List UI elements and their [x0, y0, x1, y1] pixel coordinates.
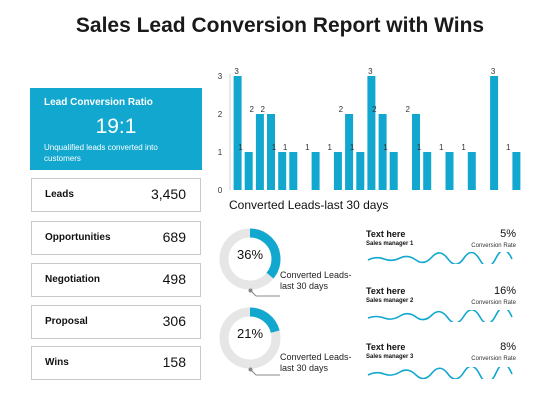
page-title: Sales Lead Conversion Report with Wins [75, 14, 485, 37]
lead-conversion-ratio-card: Lead Conversion Ratio 19:1 Unqualified l… [30, 88, 202, 170]
bar [289, 152, 298, 190]
bar-data-label: 1 [283, 143, 288, 152]
bar [333, 152, 342, 190]
metric-label: Opportunities [45, 232, 111, 243]
sales-manager-name: Sales manager 3 [366, 354, 414, 360]
y-tick-label: 2 [218, 110, 223, 119]
bar [367, 76, 376, 190]
bar-data-label: 1 [272, 143, 277, 152]
metric-label: Wins [45, 357, 69, 368]
sales-manager-heading: Text here [366, 229, 406, 239]
conversion-rate-label: Conversion Rate [471, 356, 516, 362]
metric-label: Negotiation [45, 274, 100, 285]
bar-data-label: 1 [238, 143, 243, 152]
bar-data-label: 3 [368, 67, 373, 76]
sales-manager-name: Sales manager 1 [366, 241, 414, 247]
donut-percent: 36% [236, 247, 264, 262]
bar [278, 152, 287, 190]
bar-data-label: 3 [491, 67, 496, 76]
metric-value: 158 [162, 354, 186, 370]
conversion-rate-value: 5% [500, 228, 516, 240]
bar [345, 114, 354, 190]
conversion-rate-label: Conversion Rate [471, 300, 516, 306]
y-tick-label: 1 [218, 148, 223, 157]
bar-data-label: 1 [506, 143, 511, 152]
bar-data-label: 2 [249, 105, 254, 114]
bar-chart-title: Converted Leads-last 30 days [229, 198, 389, 212]
metric-card-opportunities: Opportunities 689 [31, 221, 201, 255]
bar [423, 152, 432, 190]
y-tick-label: 3 [218, 72, 223, 81]
bar [311, 152, 320, 190]
bar [412, 114, 420, 190]
ratio-description: Unqualified leads converted into custome… [44, 143, 158, 163]
ratio-value: 19:1 [95, 115, 137, 138]
donut-fill [219, 228, 281, 290]
metric-card-wins: Wins 158 [31, 346, 201, 380]
donut-leader-line [248, 288, 280, 297]
conversion-rate-value: 16% [493, 285, 516, 297]
bar-data-label: 2 [261, 105, 266, 114]
bar-data-label: 1 [417, 143, 422, 152]
donut-fill [219, 307, 281, 369]
sparkline-3 [367, 367, 513, 379]
bar-data-label: 1 [350, 143, 355, 152]
bar [244, 152, 253, 190]
bar-data-label: 1 [305, 143, 310, 152]
donut-leader-line [248, 367, 280, 376]
sparkline-2 [367, 310, 513, 322]
bar [490, 76, 499, 190]
sales-manager-heading: Text here [366, 342, 406, 352]
bar [389, 152, 398, 190]
metric-card-proposal: Proposal 306 [31, 305, 201, 339]
metric-label: Proposal [45, 316, 88, 327]
bar-data-label: 2 [339, 105, 344, 114]
bar-data-label: 2 [406, 105, 411, 114]
bar [512, 152, 521, 190]
bar [255, 114, 264, 190]
donut-chart-2: 21% [218, 306, 282, 370]
metric-value: 498 [162, 271, 186, 287]
bar-data-label: 3 [234, 67, 239, 76]
donut-chart-1: 36% [218, 227, 282, 291]
conversion-rate-value: 8% [500, 341, 516, 353]
y-tick-label: 0 [218, 186, 223, 195]
donut-percent: 21% [236, 326, 264, 341]
donut-caption: Converted Leads-last 30 days [280, 352, 352, 373]
bar-data-label: 1 [439, 143, 444, 152]
bar [378, 114, 387, 190]
bar [356, 152, 365, 190]
metric-label: Leads [45, 189, 74, 200]
bar [467, 152, 476, 190]
metric-card-leads: Leads 3,450 [31, 178, 201, 212]
sales-manager-heading: Text here [366, 286, 406, 296]
metric-value: 689 [162, 229, 186, 245]
bar-data-label: 2 [372, 105, 377, 114]
sales-manager-name: Sales manager 2 [366, 298, 414, 304]
sparkline-1 [367, 252, 513, 264]
conversion-rate-label: Conversion Rate [471, 243, 516, 249]
ratio-label: Lead Conversion Ratio [44, 97, 153, 108]
bar [445, 152, 454, 190]
metric-value: 306 [162, 313, 186, 329]
bar-data-label: 1 [327, 143, 332, 152]
metric-card-negotiation: Negotiation 498 [31, 263, 201, 297]
bar-data-label: 1 [461, 143, 466, 152]
bar-data-label: 1 [383, 143, 388, 152]
metric-value: 3,450 [150, 186, 186, 202]
bar [233, 76, 242, 190]
donut-caption: Converted Leads-last 30 days [280, 270, 352, 291]
bar [267, 114, 275, 190]
